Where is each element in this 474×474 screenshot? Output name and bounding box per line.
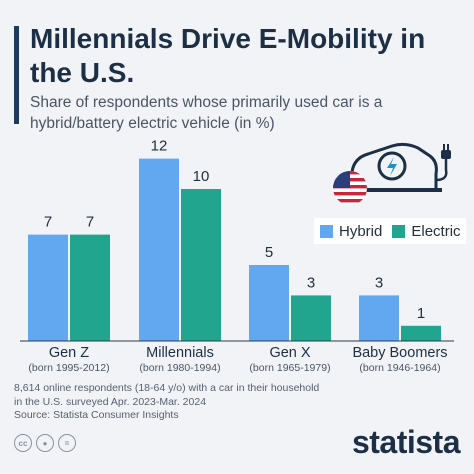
category-sublabel-2: (born 1965-1979) [249,362,330,374]
data-label-electric-1: 10 [193,168,210,185]
category-sublabel-3: (born 1946-1964) [359,362,440,374]
category-sublabel-1: (born 1980-1994) [139,362,220,374]
legend-item-hybrid: Hybrid [320,223,382,240]
data-label-electric-2: 3 [307,274,315,291]
legend-swatch-electric [392,224,406,238]
bar-electric-2 [291,295,331,341]
data-label-hybrid-1: 12 [151,138,168,155]
footnote-line-2: in the U.S. surveyed Apr. 2023-Mar. 2024 [14,395,207,408]
data-label-electric-0: 7 [86,214,94,231]
footnote-line-1: 8,614 online respondents (18-64 y/o) wit… [14,382,320,394]
title-accent-bar [14,26,19,124]
chart-subtitle: Share of respondents whose primarily use… [30,94,383,132]
license-icons: cc ● = [14,434,76,452]
chart-title: Millennials Drive E-Mobility in the U.S. [30,23,426,88]
bar-hybrid-1 [139,158,179,341]
legend-label-electric: Electric [411,222,461,240]
statista-logo: statista [351,424,461,460]
chart-legend: Hybrid Electric [314,218,466,244]
bar-electric-1 [181,189,221,341]
footnote: 8,614 online respondents (18-64 y/o) wit… [14,382,454,423]
us-flag-icon [333,171,367,205]
bar-electric-0 [70,234,110,341]
bar-hybrid-2 [249,265,289,341]
data-label-hybrid-3: 3 [375,274,383,291]
bar-hybrid-3 [359,295,399,341]
legend-item-electric: Electric [392,222,461,240]
category-label-2: Gen X [269,345,310,361]
person-icon: ● [36,434,54,452]
bar-electric-3 [401,325,441,341]
cc-icon: cc [14,434,32,452]
data-label-hybrid-2: 5 [265,244,273,261]
category-label-0: Gen Z [49,345,89,361]
equals-icon: = [58,434,76,452]
legend-label-hybrid: Hybrid [339,222,383,240]
ev-car-charging-icon [346,142,451,192]
data-label-electric-3: 1 [417,305,425,322]
data-label-hybrid-0: 7 [44,214,52,231]
bar-hybrid-0 [28,234,68,341]
footnote-source: Source: Statista Consumer Insights [14,409,179,421]
legend-swatch-hybrid [320,224,333,238]
category-label-1: Millennials [146,345,214,361]
category-sublabel-0: (born 1995-2012) [28,362,109,374]
category-label-3: Baby Boomers [352,345,447,361]
